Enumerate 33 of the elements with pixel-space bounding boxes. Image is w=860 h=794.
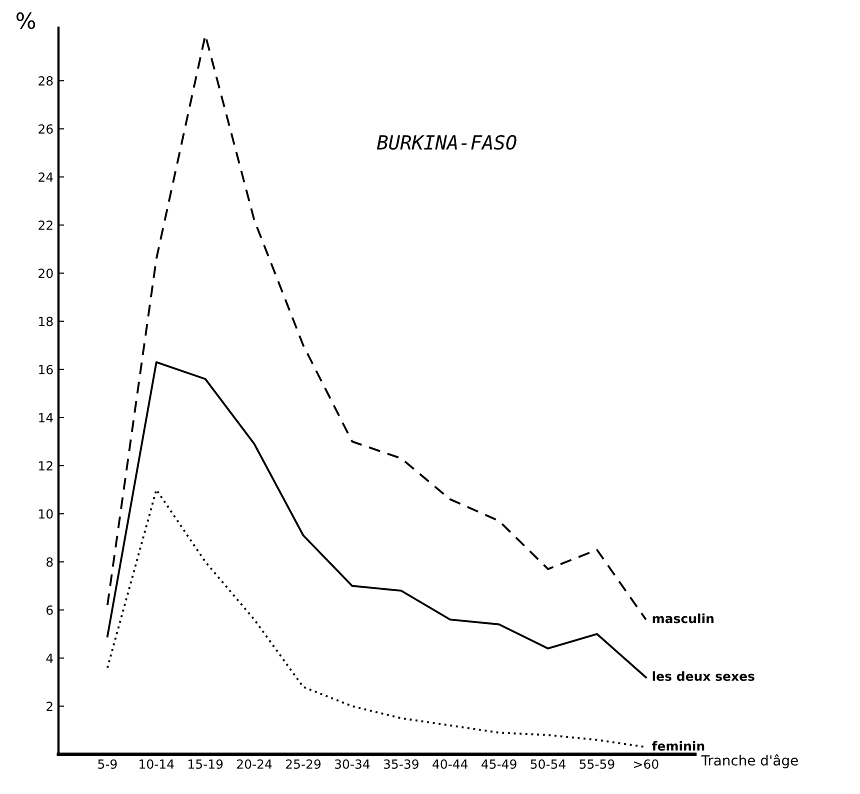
x-tick-label: 10-14 [140,759,174,769]
x-tick-label: 30-34 [334,759,370,769]
y-tick-label: 10 [39,509,53,519]
x-axis-title: Tranche d'âge [701,754,798,768]
y-tick-label: 16 [39,364,53,374]
y-axis-title: % [16,12,36,30]
series-label: feminin [652,741,704,751]
x-tick-label: 35-39 [384,759,418,769]
y-tick-label: 28 [38,76,53,86]
line-series [106,361,647,678]
y-tick-label: 20 [38,268,53,278]
y-tick-label: 4 [46,654,53,663]
y-tick-label: 12 [39,461,52,470]
series-label: les deux sexes [652,671,754,681]
x-tick-label: 50-54 [530,759,566,769]
y-tick-label: 14 [39,413,53,422]
x-tick-label: 15-19 [188,759,223,769]
y-tick-label: 18 [39,316,53,326]
y-tick-label: 22 [38,220,52,230]
x-tick-label: 55-59 [580,759,614,769]
y-tick-label: 24 [38,172,53,182]
x-tick-label: 5-9 [98,759,117,769]
x-tick-label: 25-29 [286,759,321,769]
text: BURKINA-FASO [376,135,516,150]
series-label: masculin [652,614,714,624]
y-tick-label: 8 [46,557,53,567]
y-tick-label: 2 [46,702,52,711]
x-tick-label: 40-44 [432,759,468,769]
x-tick-label: 45-49 [482,759,516,769]
y-tick-label: 26 [38,124,53,134]
x-tick-label: 20-24 [237,759,272,769]
x-tick-label: >60 [634,759,658,769]
y-tick-label: 6 [46,605,53,615]
